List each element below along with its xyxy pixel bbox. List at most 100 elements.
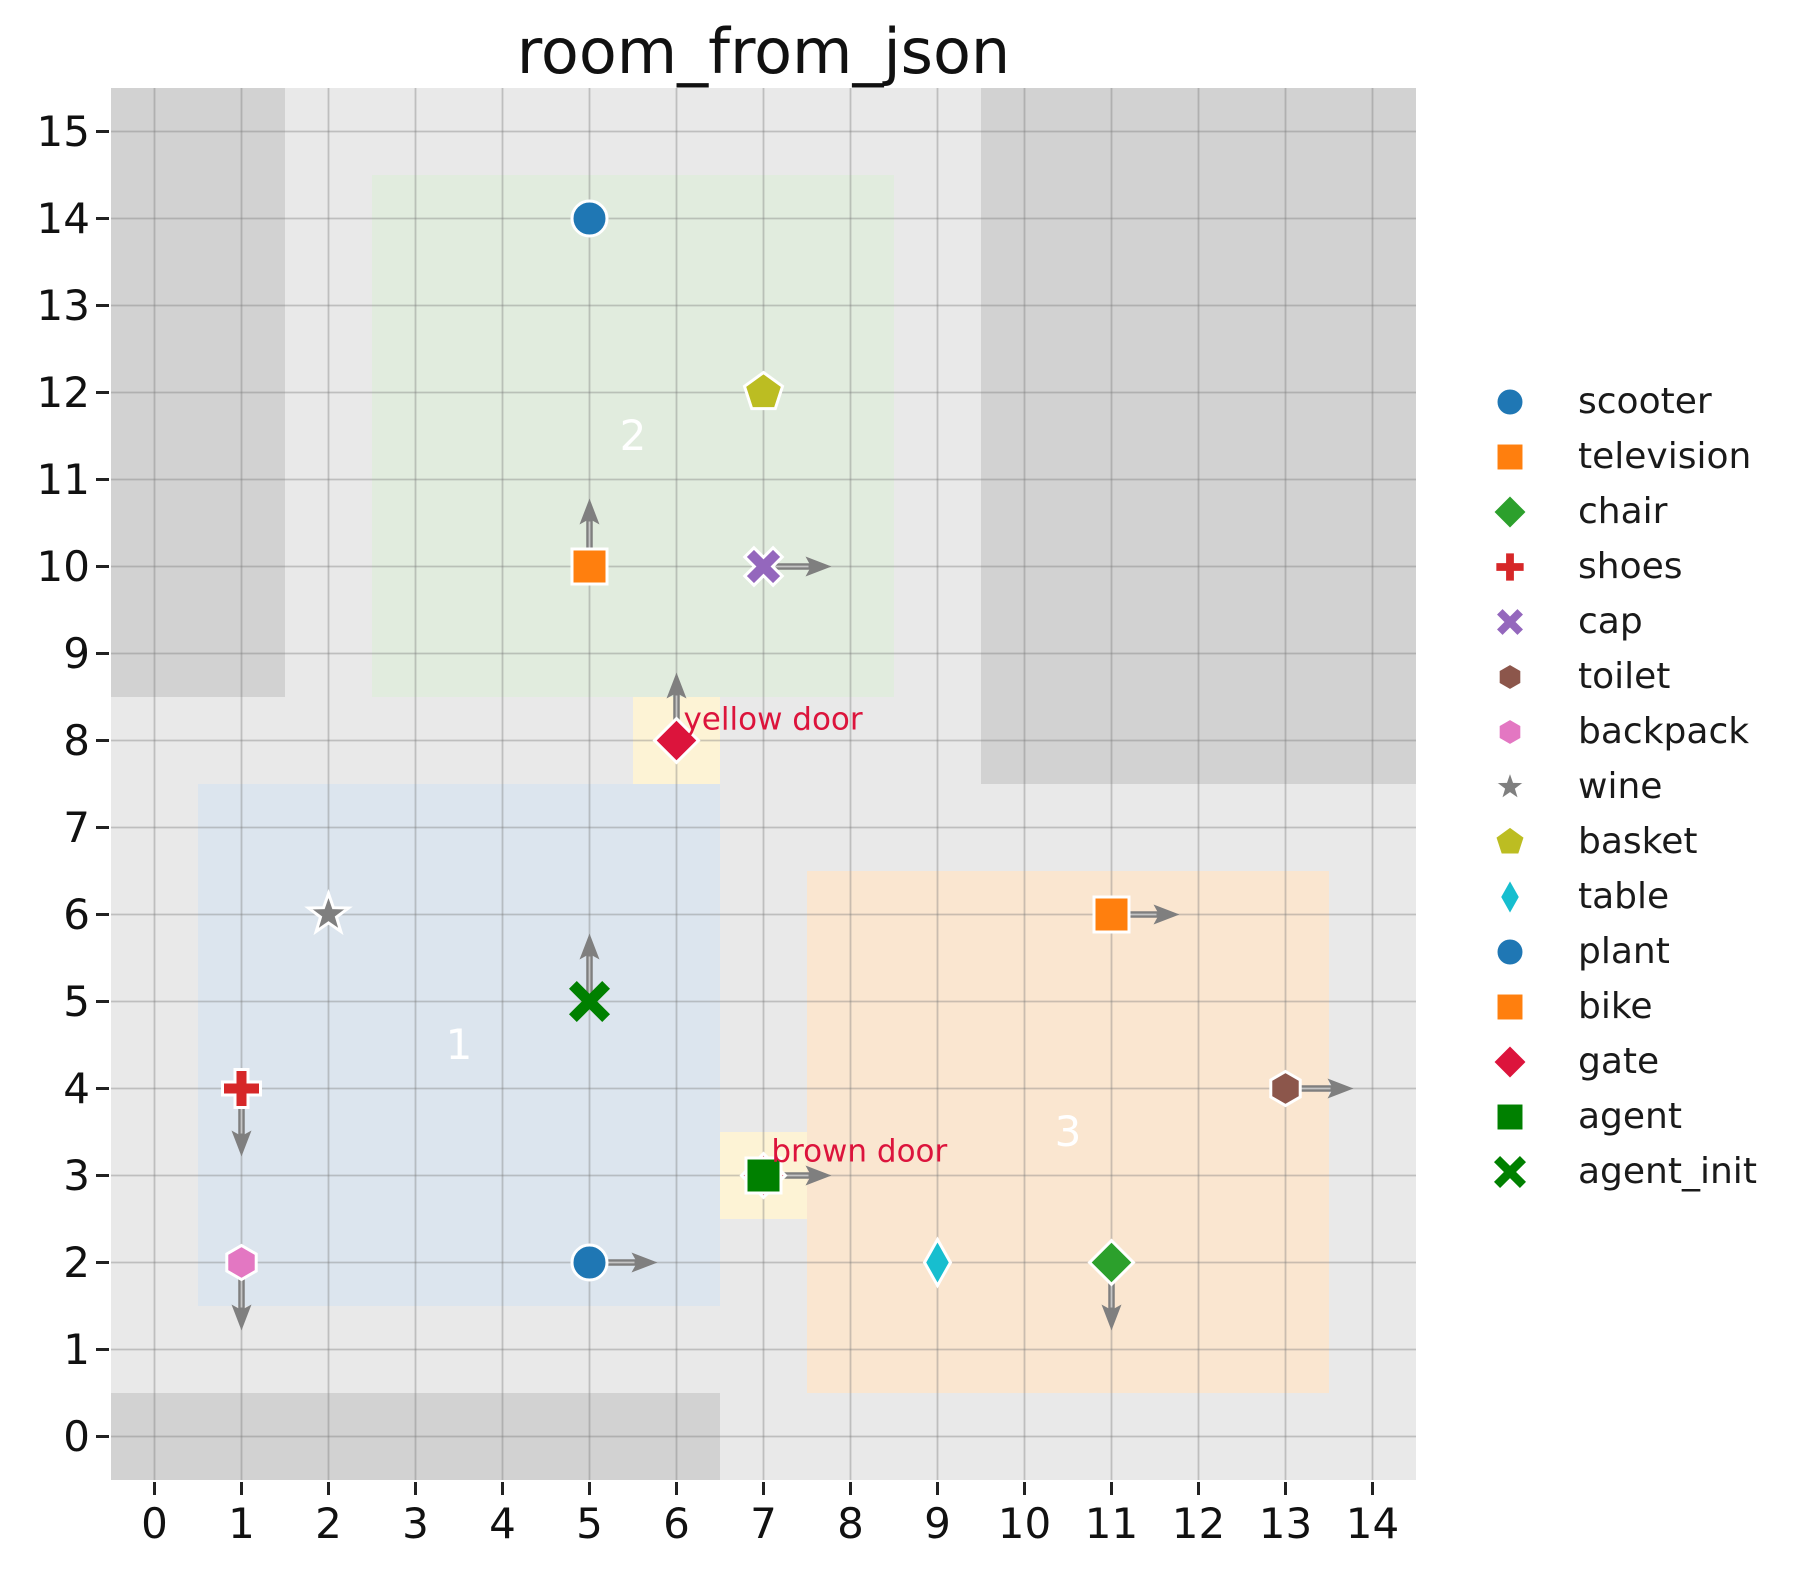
cap-legend-glyph: [1493, 605, 1527, 639]
bike-marker: [1092, 895, 1131, 934]
x-tick-mark: [1196, 1482, 1201, 1495]
y-tick-mark: [96, 651, 109, 656]
backpack-marker: [225, 1243, 258, 1282]
x-tick-mark: [1283, 1482, 1288, 1495]
x-tick-label-14: 14: [1345, 1499, 1400, 1548]
y-tick-mark: [96, 912, 109, 917]
y-tick-mark: [96, 216, 109, 221]
x-tick-mark: [848, 1482, 853, 1495]
x-tick-mark: [1109, 1482, 1114, 1495]
room-3-label: 3: [1054, 1107, 1082, 1156]
table-legend-marker-icon: [1498, 876, 1522, 918]
chair-legend-marker-icon: [1491, 493, 1529, 531]
y-tick-label-10: 10: [36, 541, 90, 591]
legend-label-scooter: scooter: [1578, 381, 1712, 422]
scooter-marker: [570, 199, 609, 238]
legend-label-plant: plant: [1578, 931, 1670, 972]
x-tick-mark: [500, 1482, 505, 1495]
shoes-legend-glyph: [1494, 551, 1526, 583]
brown-door-label: brown door: [771, 1133, 948, 1170]
x-tick-label-10: 10: [997, 1499, 1052, 1548]
x-tick-label-8: 8: [837, 1499, 864, 1548]
x-tick-label-13: 13: [1258, 1499, 1313, 1548]
legend-label-television: television: [1578, 436, 1752, 477]
plot-area: 1 2 3 yellow door brown door: [111, 88, 1416, 1480]
y-tick-mark: [96, 999, 109, 1004]
y-tick-label-15: 15: [36, 106, 90, 156]
toilet-legend-glyph: [1497, 662, 1523, 692]
x-tick-mark: [413, 1482, 418, 1495]
y-tick-mark: [96, 1260, 109, 1265]
legend-label-table: table: [1578, 876, 1670, 917]
agent-legend-marker-icon: [1495, 1102, 1525, 1132]
room-1-label: 1: [445, 1020, 473, 1069]
x-tick-mark: [935, 1482, 940, 1495]
television-legend-marker-icon: [1495, 442, 1525, 472]
x-tick-mark: [587, 1482, 592, 1495]
bike-legend-marker-icon: [1495, 992, 1525, 1022]
legend-label-gate: gate: [1578, 1041, 1660, 1082]
y-tick-label-1: 1: [63, 1324, 90, 1374]
agent-legend-glyph: [1495, 1102, 1525, 1132]
y-tick-mark: [96, 564, 109, 569]
x-tick-label-9: 9: [924, 1499, 951, 1548]
y-tick-mark: [96, 825, 109, 830]
x-tick-mark: [1022, 1482, 1027, 1495]
table-legend-glyph: [1498, 876, 1522, 918]
agent-marker: [744, 1156, 783, 1195]
agent_init-arrow: [579, 933, 600, 1002]
television-legend-glyph: [1495, 442, 1525, 472]
gate-legend-marker-icon: [1491, 1043, 1529, 1081]
x-tick-label-2: 2: [315, 1499, 342, 1548]
y-tick-mark: [96, 1173, 109, 1178]
x-tick-mark: [1370, 1482, 1375, 1495]
backpack-legend-marker-icon: [1497, 717, 1523, 747]
x-tick-label-5: 5: [576, 1499, 603, 1548]
x-tick-label-4: 4: [489, 1499, 516, 1548]
yellow-door-marker: [652, 716, 701, 765]
y-tick-mark: [96, 303, 109, 308]
y-tick-label-12: 12: [36, 367, 90, 417]
cap-marker: [742, 545, 785, 588]
agent_init-marker: [568, 980, 611, 1023]
wine-legend-glyph: [1491, 767, 1529, 804]
y-tick-label-3: 3: [63, 1150, 90, 1200]
x-tick-mark: [674, 1482, 679, 1495]
x-tick-mark: [152, 1482, 157, 1495]
basket-marker: [742, 370, 785, 411]
shoes-marker: [221, 1068, 262, 1109]
y-tick-label-9: 9: [63, 628, 90, 678]
x-tick-label-3: 3: [402, 1499, 429, 1548]
y-tick-mark: [96, 1086, 109, 1091]
table-marker: [922, 1236, 953, 1289]
basket-legend-glyph: [1493, 824, 1527, 856]
legend-label-wine: wine: [1578, 766, 1663, 807]
y-tick-mark: [96, 390, 109, 395]
y-tick-label-8: 8: [63, 715, 90, 765]
basket-legend-marker-icon: [1493, 824, 1527, 856]
x-tick-mark: [761, 1482, 766, 1495]
scooter-legend-marker-icon: [1495, 387, 1525, 417]
shoes-legend-marker-icon: [1494, 551, 1526, 583]
obstacle-region: [111, 1393, 720, 1480]
toilet-marker: [1269, 1069, 1302, 1108]
y-tick-label-5: 5: [63, 976, 90, 1026]
scooter-legend-glyph: [1495, 387, 1525, 417]
agent_init-legend-marker-icon: [1494, 1156, 1526, 1188]
x-tick-mark: [326, 1482, 331, 1495]
y-tick-label-0: 0: [63, 1411, 90, 1461]
obstacle-region: [981, 88, 1416, 784]
y-tick-label-11: 11: [36, 454, 90, 504]
television-marker: [570, 547, 609, 586]
legend-label-agent_init: agent_init: [1578, 1151, 1757, 1192]
room-2-region: [372, 175, 894, 697]
chair-legend-glyph: [1491, 493, 1529, 531]
y-tick-label-4: 4: [63, 1063, 90, 1113]
y-tick-mark: [96, 1347, 109, 1352]
yellow-door-label: yellow door: [683, 701, 863, 738]
y-tick-mark: [96, 738, 109, 743]
y-tick-mark: [96, 1434, 109, 1439]
x-tick-label-12: 12: [1171, 1499, 1226, 1548]
toilet-legend-marker-icon: [1497, 662, 1523, 692]
y-tick-mark: [96, 129, 109, 134]
